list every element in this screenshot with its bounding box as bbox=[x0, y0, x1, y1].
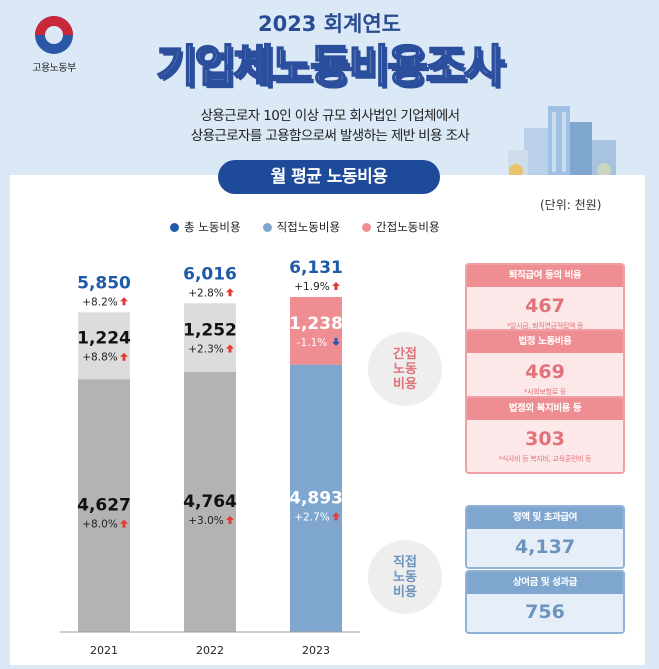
arrow-direct-2021 bbox=[120, 519, 128, 528]
change-indirect-2021: +8.8% bbox=[82, 352, 117, 364]
label-total-2022: 6,016 bbox=[183, 264, 237, 284]
bar-direct-2021 bbox=[78, 379, 130, 632]
page-title: 기업체노동비용조사 bbox=[155, 40, 505, 93]
card-bonus-title: 상여금 및 성과급 bbox=[467, 572, 623, 594]
card-welfare-note: *식사비 등 복지비, 교육훈련비 등 bbox=[498, 455, 592, 463]
bar-indirect-2021 bbox=[78, 312, 130, 380]
card-statutory-note: *사회보험료 등 bbox=[524, 388, 566, 396]
ministry-name: 고용노동부 bbox=[32, 63, 76, 74]
legend-item-direct: 직접노동비용 bbox=[262, 219, 341, 235]
arrow-direct-2022 bbox=[226, 515, 234, 524]
arrow-indirect-2023 bbox=[332, 337, 340, 346]
change-direct-2023: +2.7% bbox=[294, 511, 329, 523]
callout-indirect-line-2: 노동 bbox=[393, 361, 417, 377]
card-bonus: 상여금 및 성과급 756 bbox=[465, 570, 625, 634]
label-direct-2023: 4,893 bbox=[289, 488, 343, 508]
arrow-total-2023 bbox=[332, 282, 340, 290]
callout-direct: 직접 노동 비용 bbox=[368, 540, 442, 614]
bar-direct-2023 bbox=[290, 364, 342, 632]
label-total-2021: 5,850 bbox=[77, 273, 131, 293]
legend-dot-total bbox=[170, 222, 179, 232]
card-retirement-title: 퇴직급여 등의 비용 bbox=[467, 265, 623, 287]
arrow-indirect-2022 bbox=[226, 344, 234, 353]
label-indirect-2021: 1,224 bbox=[77, 329, 131, 349]
arrow-direct-2023 bbox=[332, 512, 340, 521]
callout-direct-line-1: 직접 bbox=[393, 554, 417, 570]
change-indirect-2023: -1.1% bbox=[297, 337, 327, 349]
card-statutory-value: 469 bbox=[525, 361, 565, 383]
ministry-logo: 고용노동부 bbox=[24, 16, 84, 74]
bar-indirect-2022 bbox=[184, 303, 236, 372]
label-direct-2022: 4,764 bbox=[183, 492, 237, 512]
x-tick-2023: 2023 bbox=[302, 644, 330, 657]
change-indirect-2022: +2.3% bbox=[188, 343, 223, 355]
taegeuk-icon bbox=[35, 16, 73, 54]
legend-item-indirect: 간접노동비용 bbox=[362, 219, 440, 235]
card-retirement-value: 467 bbox=[525, 295, 565, 317]
change-direct-2021: +8.0% bbox=[82, 519, 117, 531]
callout-direct-line-3: 비용 bbox=[393, 584, 417, 600]
card-regular-pay: 정액 및 초과급여 4,137 bbox=[465, 505, 625, 569]
arrow-total-2021 bbox=[120, 297, 128, 306]
card-regular-pay-title: 정액 및 초과급여 bbox=[467, 507, 623, 529]
x-tick-2021: 2021 bbox=[90, 644, 118, 657]
card-retirement-note: *일시금, 퇴직연금적립액 등 bbox=[506, 322, 584, 330]
card-retirement: 퇴직급여 등의 비용 467 *일시금, 퇴직연금적립액 등 bbox=[465, 263, 625, 341]
legend-dot-indirect bbox=[362, 222, 372, 232]
change-total-2021: +8.2% bbox=[82, 296, 117, 308]
card-regular-pay-value: 4,137 bbox=[514, 536, 576, 558]
label-direct-2021: 4,627 bbox=[77, 496, 131, 516]
card-welfare-value: 303 bbox=[525, 428, 565, 450]
legend-item-total: 총 노동비용 bbox=[170, 219, 241, 235]
section-banner: 월 평균 노동비용 bbox=[218, 160, 440, 194]
callout-indirect-line-3: 비용 bbox=[393, 376, 417, 392]
label-total-2023: 6,131 bbox=[289, 258, 343, 278]
callout-indirect-line-1: 간접 bbox=[393, 346, 417, 362]
label-indirect-2022: 1,252 bbox=[183, 320, 237, 340]
change-total-2023: +1.9% bbox=[294, 281, 329, 293]
arrow-indirect-2021 bbox=[120, 352, 128, 361]
card-statutory-title: 법정 노동비용 bbox=[467, 331, 623, 353]
description: 상용근로자 10인 이상 규모 회사법인 기업체에서 상용근로자를 고용함으로써… bbox=[130, 106, 530, 146]
label-indirect-2023: 1,238 bbox=[289, 314, 343, 334]
city-buildings-icon bbox=[504, 106, 624, 185]
card-bonus-value: 756 bbox=[525, 601, 565, 623]
bar-indirect-2023 bbox=[290, 297, 342, 365]
description-line-1: 상용근로자 10인 이상 규모 회사법인 기업체에서 bbox=[200, 108, 460, 124]
card-welfare-title: 법정외 복지비용 등 bbox=[467, 398, 623, 420]
legend-dot-direct bbox=[262, 222, 272, 232]
legend-label-direct: 직접노동비용 bbox=[276, 220, 341, 234]
x-tick-2022: 2022 bbox=[196, 644, 224, 657]
change-total-2022: +2.8% bbox=[188, 287, 223, 299]
change-direct-2022: +3.0% bbox=[188, 515, 223, 527]
callout-indirect: 간접 노동 비용 bbox=[368, 332, 442, 406]
arrow-total-2022 bbox=[226, 288, 234, 297]
legend-label-indirect: 간접노동비용 bbox=[376, 220, 440, 234]
description-line-2: 상용근로자를 고용함으로써 발생하는 제반 비용 조사 bbox=[190, 128, 470, 144]
year-title: 2023 회계연도 bbox=[257, 12, 402, 36]
legend: 총 노동비용 직접노동비용 간접노동비용 bbox=[170, 219, 440, 235]
bar-direct-2022 bbox=[184, 371, 236, 632]
callout-direct-line-2: 노동 bbox=[393, 569, 417, 585]
legend-label-total: 총 노동비용 bbox=[184, 220, 241, 234]
card-welfare: 법정외 복지비용 등 303 *식사비 등 복지비, 교육훈련비 등 bbox=[465, 396, 625, 474]
unit-label: (단위: 천원) bbox=[540, 198, 602, 212]
